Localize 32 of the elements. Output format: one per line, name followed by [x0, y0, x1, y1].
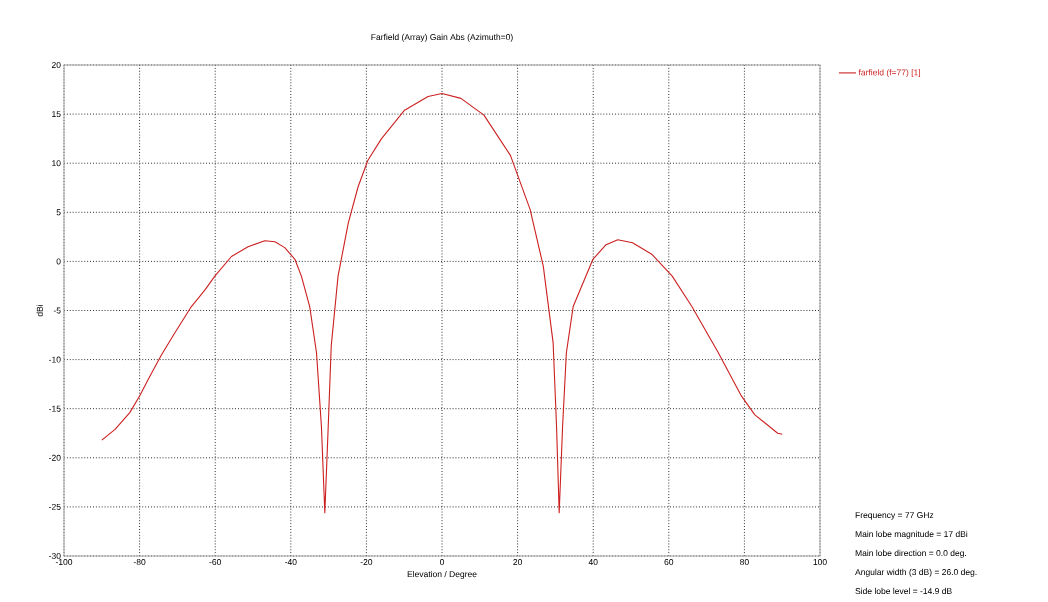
x-tick-label: 0	[439, 559, 445, 566]
x-tick-label: -100	[55, 559, 73, 566]
x-tick-label: 80	[740, 559, 749, 566]
x-tick-label: 40	[588, 559, 598, 566]
x-tick-label: 20	[513, 559, 522, 566]
text: Main lobe magnitude = 17 dBi	[855, 530, 968, 539]
x-tick-label: -20	[360, 559, 373, 566]
chart-title: Farfield (Array) Gain Abs (Azimuth=0)	[371, 33, 513, 42]
x-tick-label: -60	[209, 559, 222, 566]
y-tick-label: -30	[49, 553, 61, 559]
y-tick-label: -25	[49, 503, 61, 510]
y-tick-label: 10	[52, 160, 61, 167]
y-tick-label: -15	[49, 405, 61, 412]
y-tick-label: -5	[53, 307, 61, 314]
x-tick-label: -80	[133, 559, 146, 566]
y-tick-label: -20	[49, 454, 61, 461]
y-tick-label: 20	[51, 61, 61, 68]
x-tick-label: -40	[285, 559, 297, 566]
legend-label: farfield (f=77) [1]	[858, 69, 921, 78]
y-tick-label: 5	[56, 209, 61, 216]
x-tick-label: 100	[813, 559, 827, 566]
y-tick-label: 15	[52, 111, 61, 118]
text: Side lobe level = -14.9 dB	[855, 587, 952, 595]
text: Angular width (3 dB) = 26.0 deg.	[855, 568, 977, 577]
y-axis-title: dBi	[36, 304, 43, 317]
y-tick-label: 0	[56, 258, 61, 265]
x-tick-label: 60	[664, 559, 674, 566]
text: Main lobe direction = 0.0 deg.	[855, 549, 966, 558]
line-series	[101, 92, 783, 514]
x-axis-title: Elevation / Degree	[407, 570, 477, 579]
y-tick-label: -10	[49, 356, 61, 363]
text: Frequency = 77 GHz	[855, 512, 934, 520]
